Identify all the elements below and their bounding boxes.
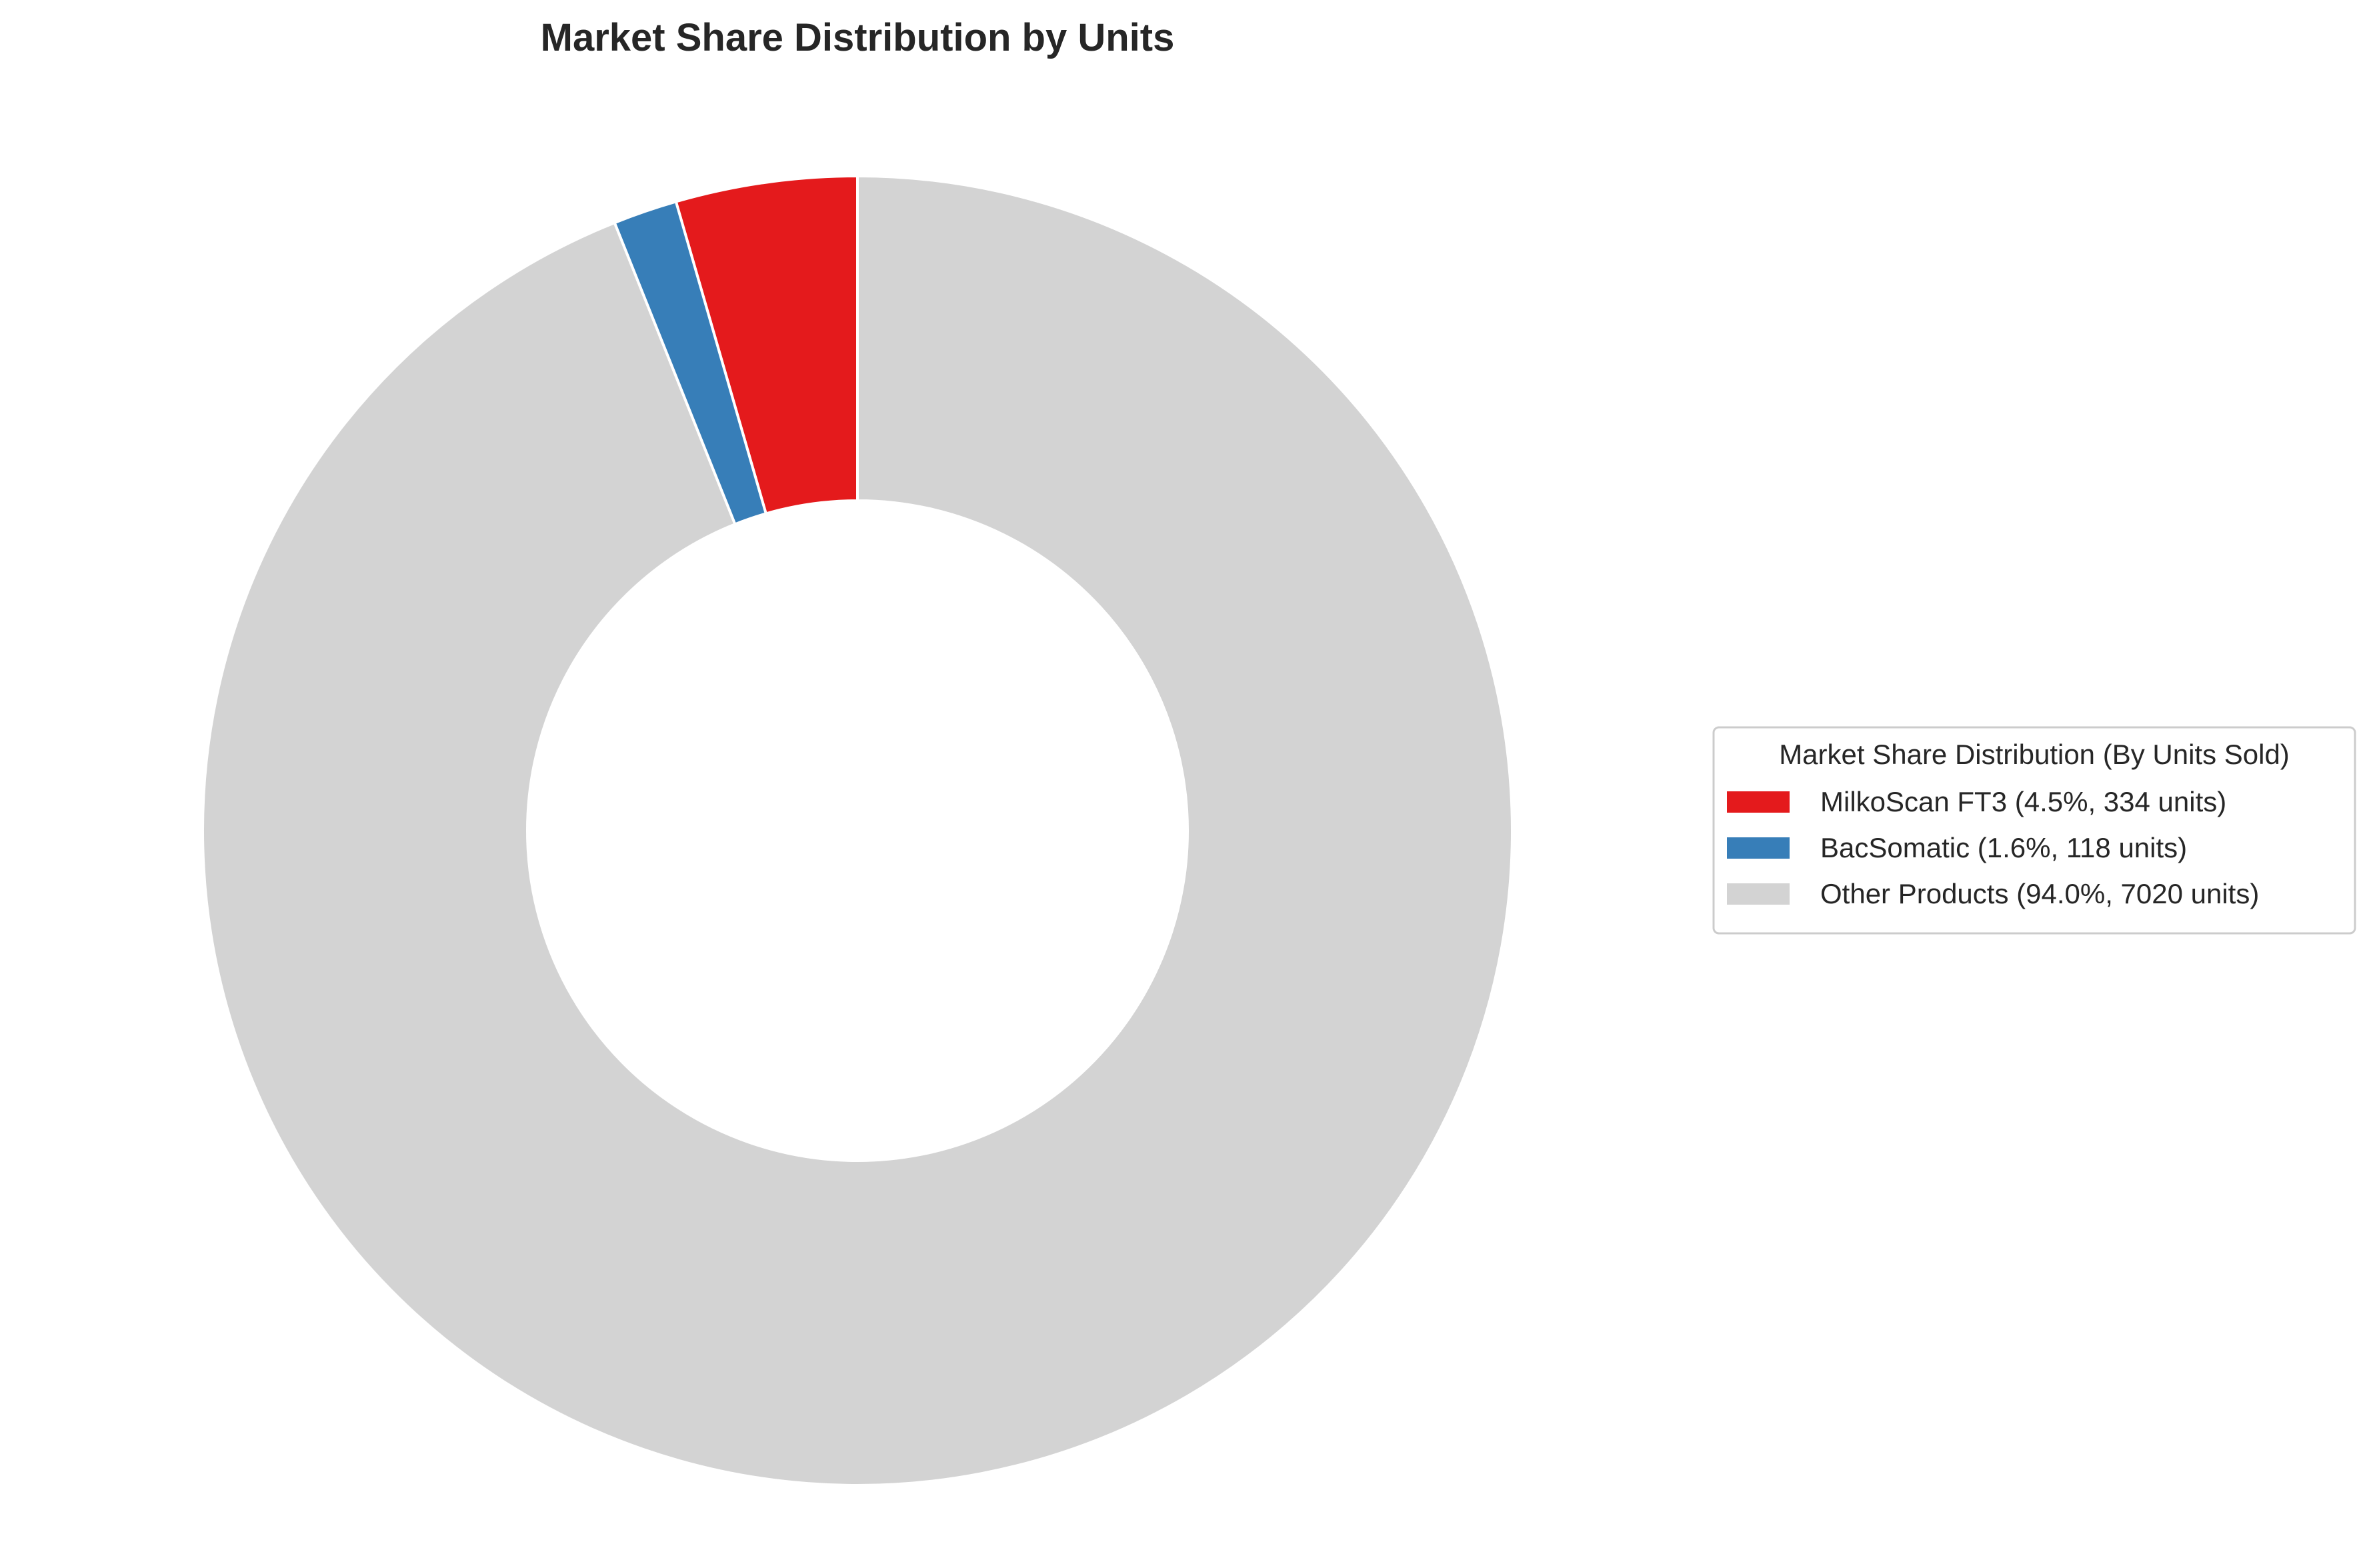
donut-slices <box>201 174 1514 1487</box>
legend-swatch <box>1727 883 1790 905</box>
legend-items: MilkoScan FT3 (4.5%, 334 units) BacSomati… <box>1727 786 2259 909</box>
legend: Market Share Distribution (By Units Sold… <box>1712 726 2356 935</box>
chart-title: Market Share Distribution by Units <box>541 16 1175 59</box>
legend-label: BacSomatic (1.6%, 118 units) <box>1820 832 2187 863</box>
legend-label: MilkoScan FT3 (4.5%, 334 units) <box>1820 786 2226 817</box>
legend-frame <box>1712 726 2356 935</box>
legend-title: Market Share Distribution (By Units Sold… <box>1779 739 2290 770</box>
legend-swatch <box>1727 791 1790 813</box>
legend-swatch <box>1727 837 1790 859</box>
donut-slice-other-products <box>201 174 1514 1487</box>
legend-label: Other Products (94.0%, 7020 units) <box>1820 878 2259 909</box>
